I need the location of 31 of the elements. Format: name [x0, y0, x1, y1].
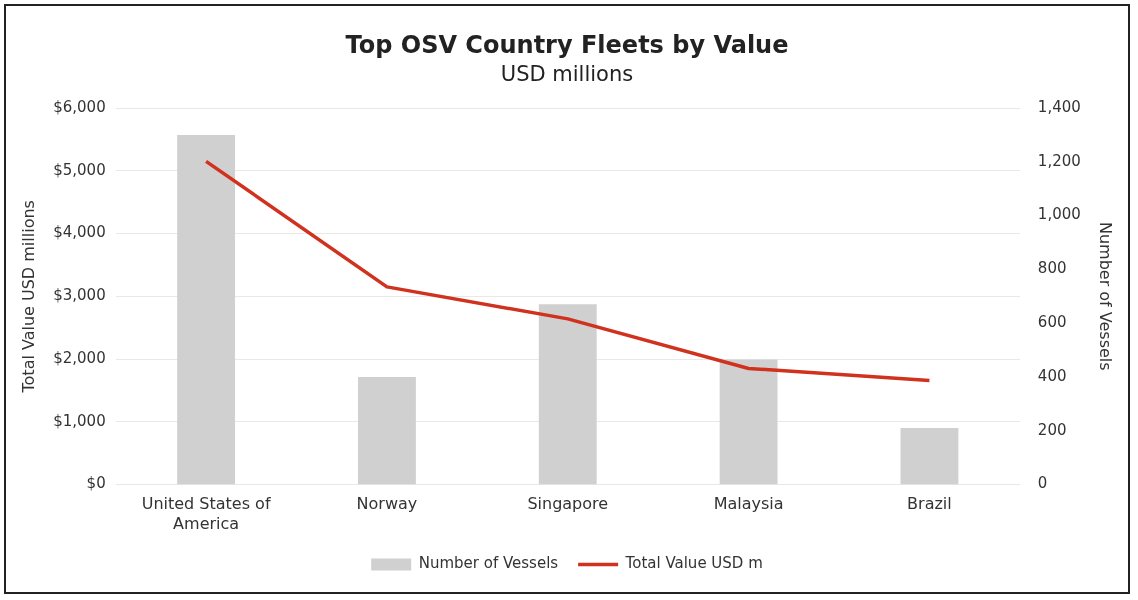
x-tick-label: United States of America	[141, 494, 271, 533]
x-tick-label: Singapore	[527, 494, 609, 514]
y-tick-label: $5,000	[53, 160, 106, 179]
y-tick-label: $4,000	[53, 223, 106, 242]
y-tick-label: $3,000	[53, 286, 106, 305]
y2-axis-title: Number of Vessels	[1096, 221, 1116, 371]
chart-subtitle: USD millions	[500, 61, 634, 86]
x-tick-label: Malaysia	[713, 494, 784, 514]
y2-tick-label: 800	[1037, 259, 1067, 278]
y2-tick-label: 400	[1037, 366, 1067, 385]
bar	[719, 359, 778, 485]
y2-tick-label: 1,000	[1037, 205, 1081, 224]
legend-label: Total Value USD m	[624, 554, 763, 573]
bar	[358, 377, 416, 485]
x-tick-label: Brazil	[907, 494, 952, 514]
y-tick-label: $6,000	[53, 97, 106, 116]
bar	[900, 428, 959, 485]
x-tick-label: Norway	[356, 494, 418, 514]
bar	[538, 304, 597, 485]
y-tick-label: $2,000	[53, 348, 106, 367]
legend-label: Number of Vessels	[418, 554, 559, 573]
y2-tick-label: 200	[1037, 420, 1067, 439]
y2-tick-label: 1,200	[1037, 151, 1081, 170]
y2-tick-label: 0	[1037, 474, 1048, 493]
y-axis-title: Total Value USD millions	[18, 200, 38, 394]
y-tick-label: $1,000	[53, 411, 106, 430]
y2-tick-label: 600	[1037, 313, 1067, 332]
y-tick-label: $0	[86, 474, 106, 493]
bar	[177, 134, 236, 485]
y2-tick-label: 1,400	[1037, 97, 1081, 116]
chart-title: Top OSV Country Fleets by Value	[345, 30, 789, 59]
